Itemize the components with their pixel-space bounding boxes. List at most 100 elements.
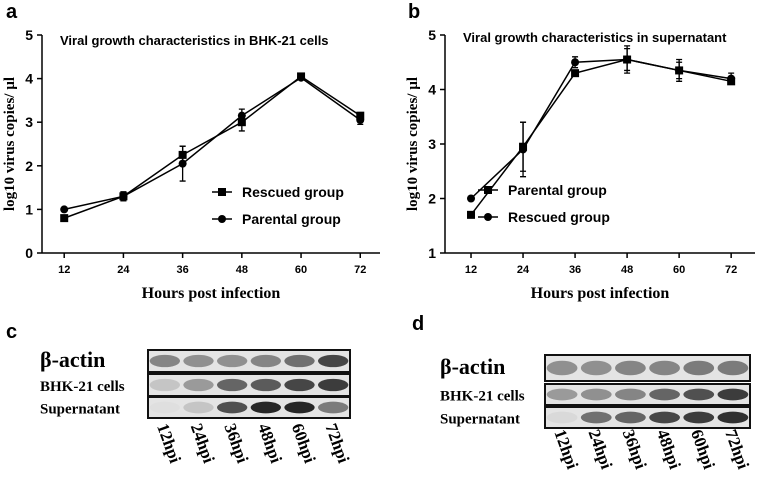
- marker: [60, 205, 69, 214]
- band: [318, 354, 349, 368]
- row-label: Supernatant: [40, 402, 120, 418]
- row-label: β-actin: [440, 354, 505, 379]
- marker: [727, 74, 736, 83]
- lane-label: 24hpi: [584, 427, 616, 472]
- band: [217, 354, 248, 368]
- y-tick-label: 4: [25, 71, 33, 87]
- x-tick-label: 60: [295, 264, 307, 276]
- lane-label: 72hpi: [721, 427, 753, 472]
- marker: [60, 214, 69, 223]
- legend-marker: [484, 186, 492, 194]
- band: [615, 360, 646, 376]
- marker: [119, 192, 128, 201]
- y-tick-label: 4: [428, 82, 436, 98]
- marker: [675, 66, 684, 75]
- chart-title: Viral growth characteristics in BHK-21 c…: [60, 33, 329, 48]
- band: [250, 401, 281, 414]
- row-label: BHK-21 cells: [40, 379, 125, 395]
- x-tick-label: 60: [673, 264, 685, 276]
- x-tick-label: 48: [621, 264, 633, 276]
- band: [546, 388, 578, 401]
- row-label: BHK-21 cells: [440, 389, 525, 405]
- x-tick-label: 12: [465, 264, 477, 276]
- y-tick-label: 3: [428, 136, 436, 152]
- lane-label: 60hpi: [288, 421, 320, 466]
- band: [149, 378, 180, 392]
- band: [717, 411, 749, 424]
- marker: [519, 145, 528, 154]
- panel-label: b: [408, 1, 420, 23]
- band: [318, 378, 349, 392]
- band: [649, 360, 680, 376]
- x-tick-label: 72: [725, 264, 737, 276]
- y-tick-label: 2: [428, 191, 436, 207]
- marker: [467, 210, 476, 219]
- panel-label: d: [412, 313, 424, 335]
- chart-title: Viral growth characteristics in supernat…: [463, 30, 727, 45]
- marker: [356, 116, 365, 125]
- band: [649, 388, 680, 401]
- row-label: β-actin: [40, 347, 105, 372]
- band: [649, 411, 680, 424]
- band: [150, 402, 180, 414]
- legend-label: Parental group: [242, 211, 341, 227]
- band: [217, 378, 248, 392]
- series-line: [63, 75, 361, 219]
- legend-marker: [218, 188, 226, 196]
- band: [183, 401, 214, 414]
- lane-label: 36hpi: [220, 421, 252, 466]
- band: [717, 388, 749, 401]
- legend-label: Rescued group: [242, 184, 344, 200]
- x-axis-label: Hours post infection: [531, 285, 670, 302]
- panel-label: c: [6, 321, 17, 343]
- x-tick-label: 24: [517, 264, 530, 276]
- blot-strip: [544, 354, 751, 382]
- x-tick-label: 12: [58, 264, 70, 276]
- band: [546, 411, 578, 424]
- lane-label: 48hpi: [653, 427, 685, 472]
- band: [183, 378, 214, 392]
- panel-label: a: [6, 1, 18, 23]
- lane-label: 36hpi: [619, 427, 651, 472]
- band: [284, 401, 315, 414]
- y-axis-label: log10 virus copies/ µl: [405, 77, 421, 211]
- y-tick-label: 5: [25, 27, 33, 43]
- y-axis-label: log10 virus copies/ µl: [2, 77, 18, 211]
- legend-label: Rescued group: [508, 209, 610, 225]
- band: [615, 388, 646, 401]
- legend-marker: [484, 213, 492, 221]
- y-tick-label: 1: [428, 245, 436, 261]
- band: [183, 354, 214, 368]
- band: [149, 354, 180, 368]
- band: [615, 411, 646, 424]
- marker: [571, 58, 580, 67]
- x-axis-label: Hours post infection: [142, 285, 281, 302]
- marker: [467, 194, 476, 203]
- lane-label: 48hpi: [254, 421, 286, 466]
- y-tick-label: 0: [25, 245, 33, 261]
- lane-label: 12hpi: [550, 427, 582, 472]
- legend-label: Parental group: [508, 182, 607, 198]
- band: [683, 411, 715, 424]
- band: [318, 401, 349, 414]
- x-tick-label: 72: [354, 264, 366, 276]
- band: [580, 388, 612, 401]
- band: [717, 360, 749, 376]
- band: [580, 360, 612, 376]
- legend-marker: [218, 215, 226, 223]
- band: [546, 360, 578, 376]
- y-tick-label: 1: [25, 201, 33, 217]
- x-tick-label: 24: [117, 264, 130, 276]
- x-tick-label: 36: [569, 264, 581, 276]
- series-line: [470, 58, 732, 200]
- band: [683, 360, 715, 376]
- marker: [237, 111, 246, 120]
- marker: [623, 55, 632, 64]
- lane-label: 12hpi: [153, 421, 185, 466]
- series-line: [64, 76, 361, 211]
- band: [250, 378, 281, 392]
- marker: [297, 73, 306, 82]
- lane-label: 72hpi: [321, 421, 353, 466]
- band: [284, 354, 315, 368]
